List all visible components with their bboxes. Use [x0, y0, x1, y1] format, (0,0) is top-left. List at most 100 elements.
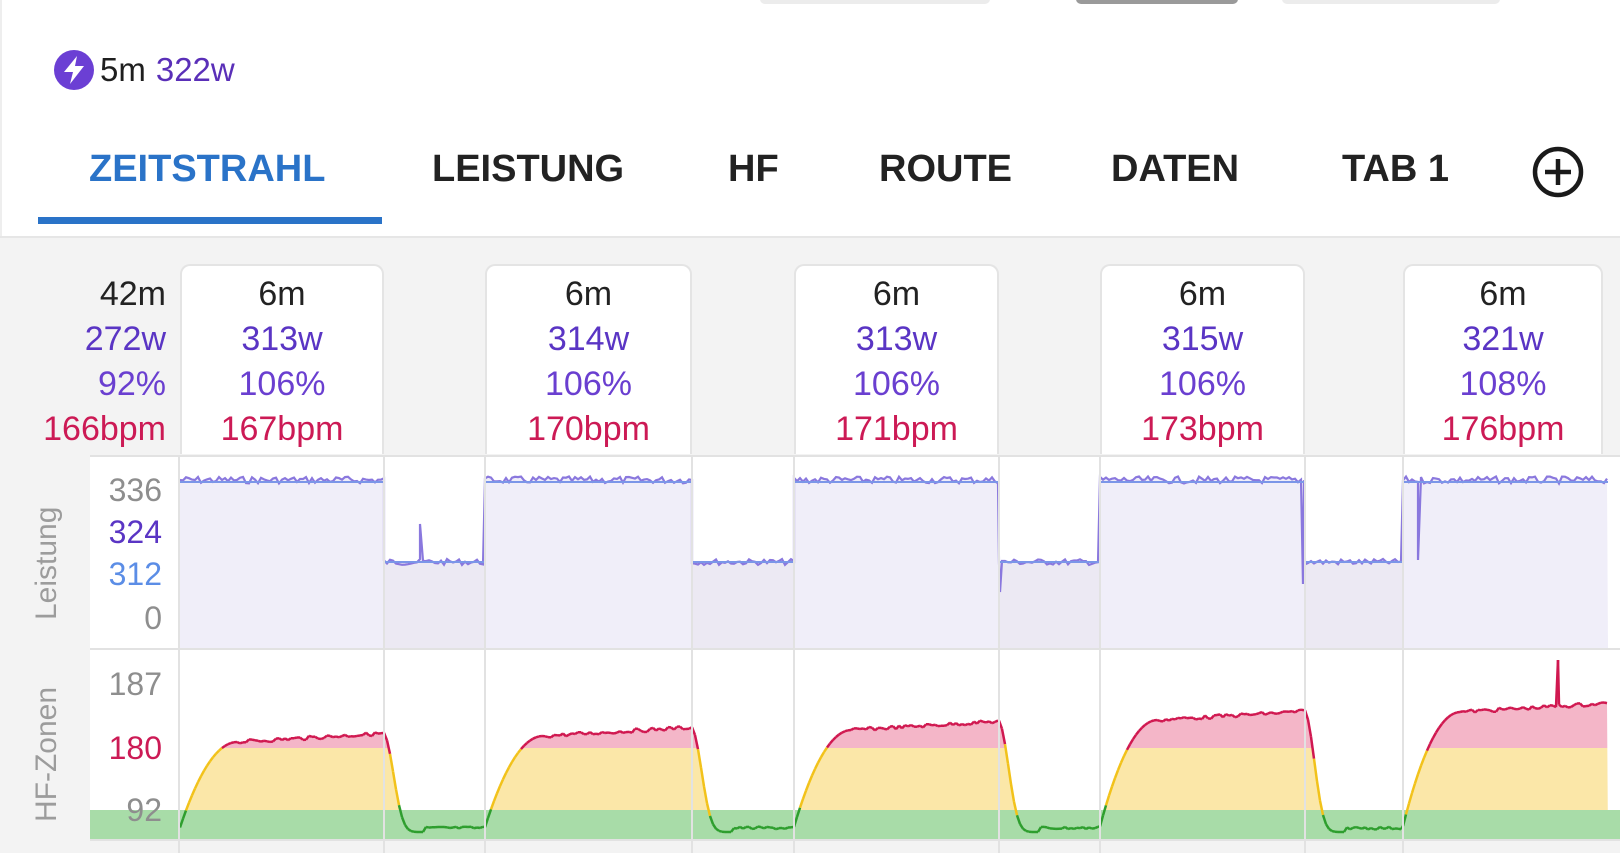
hr-line-segment — [1367, 826, 1372, 831]
summary-duration: 42m — [99, 275, 166, 313]
hr-line-segment — [1255, 711, 1260, 716]
power-label-avg-ride: 312 — [108, 556, 162, 592]
hr-line-segment — [287, 737, 292, 742]
hr-line-segment — [1416, 765, 1423, 775]
hr-line-segment — [699, 767, 706, 787]
hr-line-segment — [1358, 826, 1363, 830]
hr-line-segment — [1447, 714, 1452, 719]
tab-tab-1[interactable]: TAB 1 — [1342, 148, 1449, 190]
hr-line-segment — [850, 727, 855, 732]
top-pill-1[interactable] — [760, 0, 990, 4]
interval-1-stats: 6m 313w 106% 167bpm — [180, 272, 384, 452]
hr-line-segment — [239, 741, 244, 745]
hr-line-segment — [916, 724, 921, 728]
hr-line-segment — [825, 742, 832, 749]
hr-line-segment — [616, 729, 621, 734]
hr-line-segment — [565, 733, 570, 738]
hr-line-segment — [1018, 823, 1025, 830]
hr-line-segment — [919, 724, 924, 729]
hr-line-segment — [1453, 711, 1458, 715]
tab-leistung[interactable]: LEISTUNG — [432, 148, 625, 190]
plus-circle-icon[interactable] — [1530, 144, 1586, 200]
hr-line-segment — [184, 802, 191, 811]
hr-line-segment — [1361, 826, 1366, 830]
hr-line-segment — [819, 751, 826, 758]
tab-zeitstrahl[interactable]: ZEITSTRAHL — [89, 148, 326, 190]
hr-line-segment — [230, 741, 235, 745]
hr-line-segment — [601, 730, 606, 735]
interval-5-duration: 6m — [1479, 275, 1527, 313]
hr-line-segment — [1450, 712, 1455, 717]
interval-card-1[interactable] — [180, 264, 384, 454]
interval-card-5[interactable] — [1403, 264, 1603, 454]
hr-line-segment — [446, 826, 451, 830]
hr-line-segment — [979, 719, 984, 723]
hr-line-segment — [1534, 706, 1539, 711]
top-pill-2[interactable] — [1076, 0, 1238, 4]
hr-label-max: 187 — [108, 666, 162, 702]
hr-line-segment — [613, 731, 618, 735]
hr-line-segment — [1091, 826, 1096, 830]
hr-line-segment — [227, 741, 232, 746]
hr-line-segment — [335, 735, 340, 739]
hr-line-segment — [652, 726, 657, 732]
hr-line-segment — [1067, 826, 1072, 831]
hr-line-segment — [371, 731, 376, 737]
hr-line-segment — [661, 728, 666, 732]
hr-line-segment — [1168, 717, 1173, 722]
interval-card-2[interactable] — [485, 264, 692, 454]
hr-line-segment — [619, 730, 624, 734]
hr-line-segment — [1346, 826, 1351, 831]
power-axis-title: Leistung — [30, 506, 63, 620]
hr-line-segment — [394, 789, 401, 806]
hr-line-segment — [314, 735, 319, 740]
hr-line-segment — [559, 732, 564, 737]
hr-line-segment — [1177, 716, 1182, 720]
hr-line-segment — [1094, 825, 1099, 830]
hr-line-segment — [702, 786, 709, 804]
hr-line-segment — [1370, 826, 1375, 831]
hr-line-segment — [1135, 730, 1140, 736]
hr-line-segment — [208, 756, 215, 763]
hr-line-segment — [1079, 825, 1084, 830]
hr-line-segment — [1216, 713, 1221, 717]
hr-line-segment — [1588, 702, 1593, 707]
hr-line-segment — [1082, 826, 1087, 831]
hr-line-segment — [344, 733, 349, 738]
hr-line-segment — [479, 825, 484, 830]
interval-card-3[interactable] — [794, 264, 999, 454]
power-label-avg-work: 324 — [108, 514, 162, 550]
hr-line-segment — [640, 729, 645, 734]
hr-line-segment — [1385, 825, 1390, 830]
hr-line-segment — [473, 826, 478, 830]
tab-daten[interactable]: DATEN — [1111, 148, 1240, 190]
hr-line-segment — [403, 824, 410, 830]
hr-line-segment — [1504, 707, 1509, 711]
hr-line-segment — [308, 734, 313, 739]
tab-route[interactable]: ROUTE — [879, 148, 1012, 190]
hr-line-segment — [1192, 716, 1197, 721]
hr-line-segment — [646, 727, 651, 733]
hr-line-segment — [504, 766, 511, 774]
summary-hr: 166bpm — [43, 410, 166, 448]
hr-line-segment — [901, 724, 906, 730]
timeline-charts — [0, 454, 1620, 853]
hr-line-segment — [961, 722, 966, 727]
top-pill-3[interactable] — [1282, 0, 1500, 4]
interval-2-hr: 170bpm — [527, 410, 650, 448]
interval-card-4[interactable] — [1100, 264, 1305, 454]
hr-line-segment — [628, 730, 633, 734]
hr-line-segment — [1276, 711, 1281, 715]
hr-line-segment — [400, 816, 407, 826]
power-chart — [90, 456, 1620, 650]
hr-line-segment — [1471, 708, 1476, 714]
hr-line-segment — [874, 726, 879, 732]
interval-2-percent: 106% — [545, 365, 632, 403]
tab-hf[interactable]: HF — [728, 148, 779, 190]
hr-line-segment — [562, 732, 567, 738]
hr-line-segment — [215, 749, 220, 755]
hr-line-segment — [1119, 755, 1126, 764]
interval-5-percent: 108% — [1459, 365, 1547, 403]
hr-line-segment — [1540, 704, 1545, 709]
hr-line-segment — [1525, 707, 1530, 711]
